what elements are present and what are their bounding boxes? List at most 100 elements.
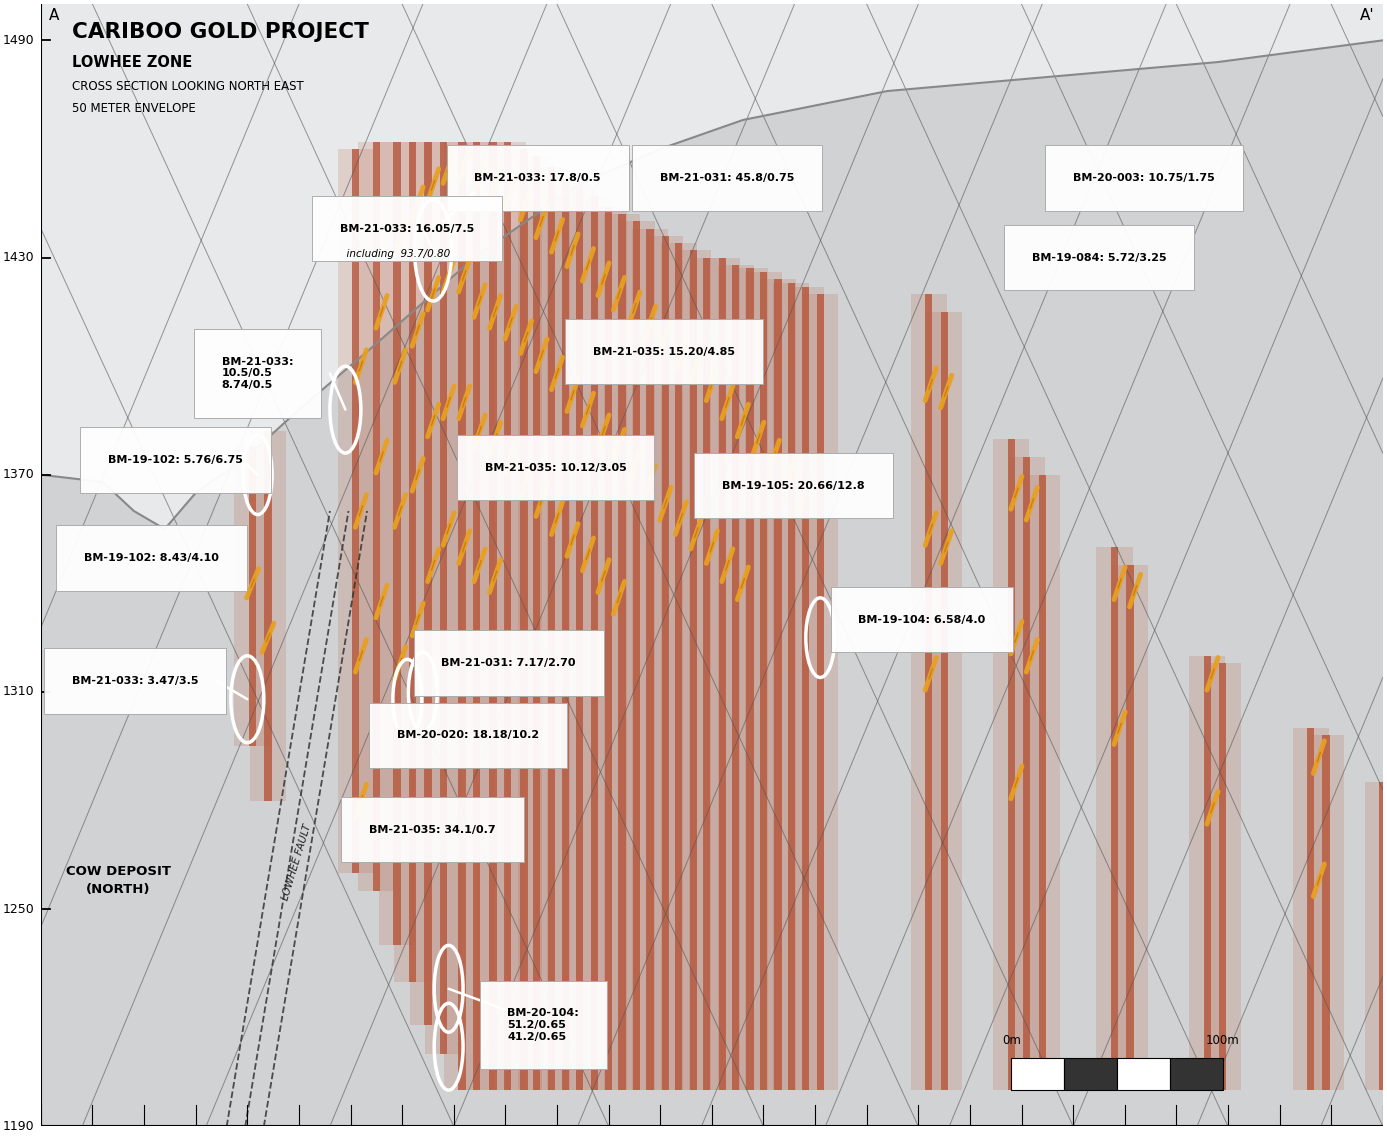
Bar [1307, 728, 1315, 1090]
Text: 50 METER ENVELOPE: 50 METER ENVELOPE [72, 102, 196, 115]
Text: 1370: 1370 [3, 468, 35, 481]
Bar [662, 235, 669, 1090]
Bar [927, 312, 963, 1090]
Bar [409, 142, 416, 981]
Bar [705, 258, 741, 1090]
Text: 1310: 1310 [3, 686, 35, 698]
Bar [689, 250, 696, 1090]
Bar [394, 142, 401, 945]
Bar [520, 149, 527, 1090]
Text: 0m: 0m [1001, 1034, 1021, 1047]
Bar [718, 258, 725, 1090]
Text: 100m: 100m [1205, 1034, 1240, 1047]
Bar [1007, 439, 1015, 1090]
Bar [1365, 782, 1387, 1090]
Bar [444, 142, 480, 1090]
Text: A: A [49, 8, 60, 23]
Bar [337, 149, 373, 873]
Bar [603, 214, 641, 1090]
Bar [619, 214, 626, 1090]
Bar [394, 142, 430, 981]
Text: CARIBOO GOLD PROJECT: CARIBOO GOLD PROJECT [72, 23, 369, 42]
Bar [632, 222, 641, 1090]
Bar [788, 283, 795, 1090]
Text: A': A' [1359, 8, 1375, 23]
Bar [1126, 565, 1133, 1090]
Bar [440, 142, 447, 1054]
Bar [675, 250, 712, 1090]
Bar [373, 142, 380, 891]
Text: BM-20-020: 18.18/10.2: BM-20-020: 18.18/10.2 [397, 730, 540, 740]
Bar [459, 142, 495, 1090]
Bar [562, 177, 569, 1090]
Bar [717, 265, 753, 1090]
Bar [925, 293, 932, 1090]
Bar [459, 142, 466, 1090]
Bar [1011, 1057, 1064, 1090]
Bar [940, 312, 947, 1090]
Bar [352, 149, 359, 873]
Bar [1064, 1057, 1117, 1090]
Bar [1096, 547, 1133, 1090]
Bar [745, 272, 781, 1090]
Bar [993, 439, 1029, 1090]
Bar [1024, 475, 1060, 1090]
Text: BM-21-035: 15.20/4.85: BM-21-035: 15.20/4.85 [594, 347, 735, 357]
Text: 1490: 1490 [3, 34, 35, 47]
Bar [802, 287, 810, 1090]
Bar [1039, 475, 1046, 1090]
Bar [732, 268, 768, 1090]
Bar [1308, 736, 1344, 1090]
Bar [533, 156, 540, 1090]
Bar [379, 142, 415, 945]
Bar [1112, 565, 1148, 1090]
Bar [1204, 656, 1211, 1090]
Bar [703, 258, 710, 1090]
Bar [1024, 457, 1031, 1090]
Bar [234, 446, 270, 746]
Text: BM-21-035: 10.12/3.05: BM-21-035: 10.12/3.05 [484, 463, 627, 473]
Bar [1205, 663, 1241, 1090]
Text: 1430: 1430 [3, 251, 35, 264]
Text: BM-21-031: 7.17/2.70: BM-21-031: 7.17/2.70 [441, 658, 576, 667]
Text: BM-21-031: 45.8/0.75: BM-21-031: 45.8/0.75 [660, 173, 795, 183]
Bar [605, 207, 612, 1090]
Text: 1250: 1250 [3, 903, 35, 915]
Text: BM-19-102: 8.43/4.10: BM-19-102: 8.43/4.10 [85, 553, 219, 563]
Bar [1379, 782, 1387, 1090]
Text: BM-21-033: 3.47/3.5: BM-21-033: 3.47/3.5 [72, 677, 198, 686]
Bar [746, 268, 753, 1090]
Bar [490, 142, 526, 1090]
Bar [1219, 663, 1226, 1090]
Bar [250, 431, 286, 800]
Text: BM-21-035: 34.1/0.7: BM-21-035: 34.1/0.7 [369, 824, 495, 835]
Bar [774, 280, 781, 1090]
Bar [1322, 736, 1330, 1090]
Bar [1008, 457, 1044, 1090]
Text: BM-21-033: 16.05/7.5: BM-21-033: 16.05/7.5 [340, 224, 474, 233]
Text: LOWHEE ZONE: LOWHEE ZONE [72, 55, 191, 69]
Polygon shape [40, 41, 1383, 1127]
Bar [1111, 547, 1118, 1090]
Bar [426, 142, 462, 1054]
Bar [760, 272, 767, 1090]
Bar [817, 293, 824, 1090]
Bar [648, 235, 684, 1090]
Text: BM-19-104: 6.58/4.0: BM-19-104: 6.58/4.0 [859, 614, 986, 624]
Text: BM-21-033: 17.8/0.5: BM-21-033: 17.8/0.5 [474, 173, 601, 183]
Bar [619, 222, 655, 1090]
Bar [534, 167, 570, 1090]
Bar [760, 280, 796, 1090]
Bar [576, 185, 584, 1090]
Bar [632, 229, 669, 1090]
Bar [548, 177, 584, 1090]
Bar [688, 258, 725, 1090]
Text: BM-19-102: 5.76/6.75: BM-19-102: 5.76/6.75 [108, 455, 243, 465]
Bar [802, 293, 838, 1090]
Bar [788, 287, 824, 1090]
Text: BM-19-084: 5.72/3.25: BM-19-084: 5.72/3.25 [1032, 252, 1166, 263]
Bar [248, 446, 257, 746]
Text: COW DEPOSIT
(NORTH): COW DEPOSIT (NORTH) [65, 864, 171, 896]
Bar [519, 156, 555, 1090]
Bar [503, 142, 510, 1090]
